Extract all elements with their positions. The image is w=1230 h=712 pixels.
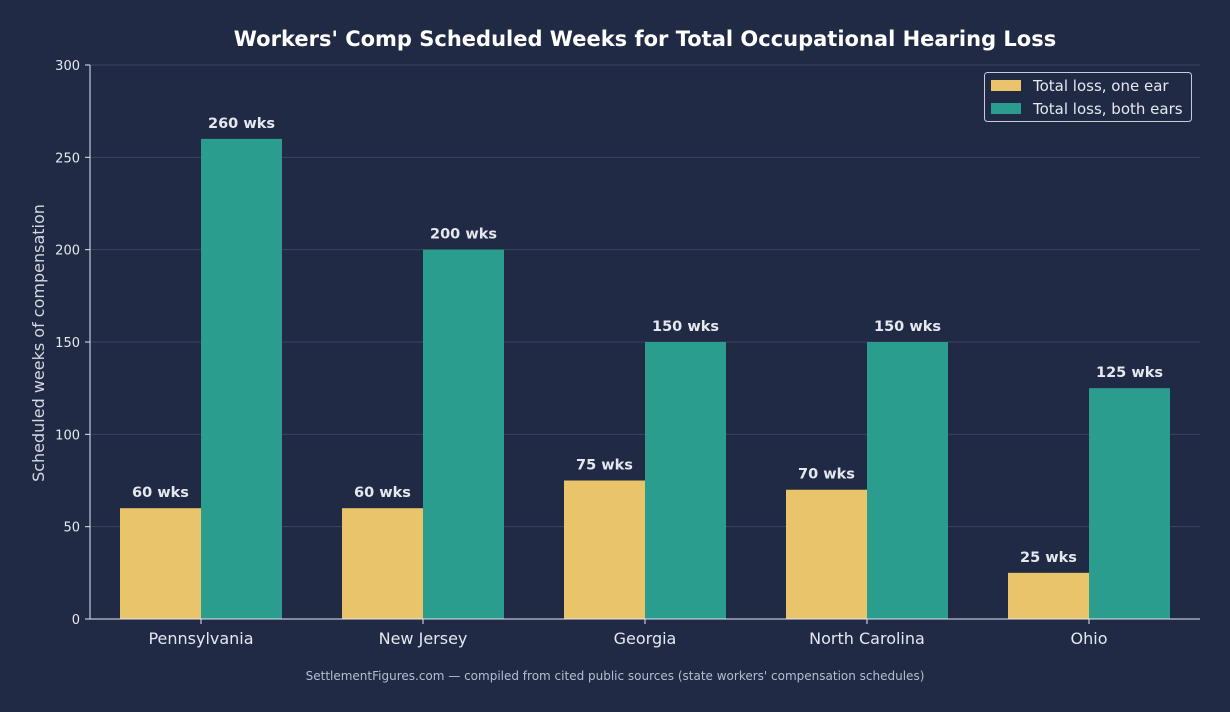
bar xyxy=(786,489,867,619)
y-tick-label: 150 xyxy=(55,336,80,351)
data-label: 70 wks xyxy=(798,467,855,483)
y-tick-label: 300 xyxy=(55,59,80,74)
x-tick-label: Pennsylvania xyxy=(148,629,253,648)
axes: 0 50 100 150 200 250 300 Pennsylvania New Jersey… xyxy=(55,59,1200,648)
y-tick-label: 200 xyxy=(55,244,80,259)
bar xyxy=(564,480,645,619)
bar xyxy=(1008,572,1089,619)
y-tick-label: 50 xyxy=(63,521,80,536)
legend-swatch xyxy=(991,80,1021,91)
data-label: 60 wks xyxy=(354,485,411,501)
bar xyxy=(423,249,504,619)
data-labels: 60 wks 260 wks 60 wks 200 wks 75 wks 150 wks 7… xyxy=(132,116,1163,566)
x-tick-label: New Jersey xyxy=(379,629,468,648)
data-label: 75 wks xyxy=(576,458,633,474)
bar xyxy=(120,508,201,619)
chart-title: Workers' Comp Scheduled Weeks for Total … xyxy=(234,27,1056,51)
data-label: 125 wks xyxy=(1096,365,1163,381)
bar xyxy=(867,342,948,619)
legend-swatch xyxy=(991,103,1021,114)
x-tick-label: Georgia xyxy=(614,629,677,648)
bar xyxy=(1089,388,1170,619)
bars xyxy=(120,138,1170,619)
data-label: 25 wks xyxy=(1020,550,1077,566)
source-footer: SettlementFigures.com — compiled from ci… xyxy=(306,669,925,683)
y-tick-label: 100 xyxy=(55,428,80,443)
y-tick-label: 250 xyxy=(55,151,80,166)
x-tick-label: Ohio xyxy=(1071,629,1108,648)
x-tick-label: North Carolina xyxy=(809,629,925,648)
bar xyxy=(201,138,282,619)
bar xyxy=(342,508,423,619)
legend: Total loss, one ear Total loss, both ears xyxy=(984,72,1192,122)
y-tick-label: 0 xyxy=(72,613,80,628)
data-label: 150 wks xyxy=(652,319,719,335)
data-label: 150 wks xyxy=(874,319,941,335)
data-label: 200 wks xyxy=(430,227,497,243)
data-label: 60 wks xyxy=(132,485,189,501)
y-axis-label: Scheduled weeks of compensation xyxy=(29,204,48,482)
bar xyxy=(645,342,726,619)
data-label: 260 wks xyxy=(208,116,275,132)
legend-label: Total loss, both ears xyxy=(1032,100,1183,118)
legend-label: Total loss, one ear xyxy=(1032,77,1169,95)
legend-box xyxy=(984,72,1192,122)
